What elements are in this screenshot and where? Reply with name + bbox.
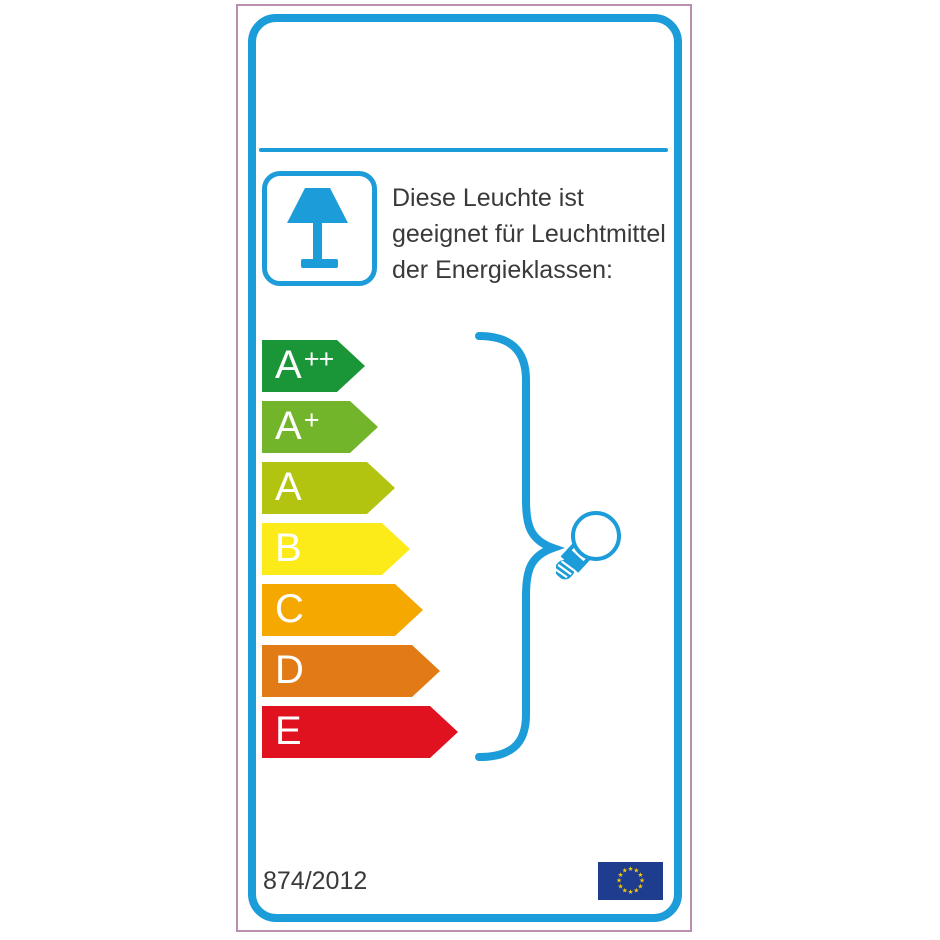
note-line-1: Diese Leuchte ist — [392, 184, 584, 212]
svg-text:★: ★ — [628, 865, 634, 873]
energy-class-row-a-plus: A+ — [262, 401, 458, 453]
label-crop-border — [236, 4, 692, 932]
svg-text:★: ★ — [622, 886, 628, 894]
energy-class-label: A — [275, 465, 302, 509]
svg-text:★: ★ — [639, 877, 645, 885]
energy-class-arrow — [262, 523, 410, 575]
svg-text:★: ★ — [633, 886, 639, 894]
energy-class-row-c: C — [262, 584, 458, 636]
energy-class-arrow — [262, 462, 395, 514]
curly-brace-icon — [475, 332, 565, 761]
energy-class-row-e: E — [262, 706, 458, 758]
note-line-3: der Energieklassen: — [392, 256, 613, 284]
energy-class-label: A+ — [275, 404, 319, 448]
energy-class-label: B — [275, 526, 302, 570]
energy-class-row-a-plus-plus: A++ — [262, 340, 458, 392]
energy-class-arrow — [262, 584, 423, 636]
svg-text:★: ★ — [618, 882, 624, 890]
svg-text:★: ★ — [638, 871, 644, 879]
svg-text:★: ★ — [628, 888, 634, 896]
svg-text:★: ★ — [622, 867, 628, 875]
energy-class-arrow — [262, 401, 378, 453]
energy-class-row-b: B — [262, 523, 458, 575]
header-divider — [259, 148, 668, 152]
energy-class-scale: A++ A+ A B C D E — [262, 340, 458, 758]
energy-class-label: E — [275, 709, 302, 753]
energy-class-label: D — [275, 648, 304, 692]
eu-flag-icon: ★ ★★★★★★★★★★★ — [598, 862, 663, 900]
lightbulb-icon — [556, 511, 621, 580]
energy-class-row-a: A — [262, 462, 458, 514]
energy-class-label: C — [275, 587, 304, 631]
suitability-note: Diese Leuchte ist geeignet für Leuchtmit… — [392, 180, 682, 288]
energy-label: Diese Leuchte ist geeignet für Leuchtmit… — [248, 14, 682, 922]
regulation-number: 874/2012 — [263, 867, 368, 895]
energy-class-arrow — [262, 340, 365, 392]
note-line-2: geeignet für Leuchtmittel — [392, 220, 666, 248]
energy-class-arrow — [262, 706, 458, 758]
svg-text:★: ★ — [618, 871, 624, 879]
svg-text:★: ★ — [616, 877, 622, 885]
energy-class-row-d: D — [262, 645, 458, 697]
energy-class-arrow — [262, 645, 440, 697]
energy-class-label: A++ — [275, 343, 334, 387]
eu-flag-stars: ★ ★★★★★★★★★★★ — [616, 865, 645, 896]
lamp-pictogram-box — [262, 171, 377, 286]
table-lamp-icon — [287, 188, 348, 268]
svg-text:★: ★ — [633, 867, 639, 875]
svg-text:★: ★ — [638, 882, 644, 890]
